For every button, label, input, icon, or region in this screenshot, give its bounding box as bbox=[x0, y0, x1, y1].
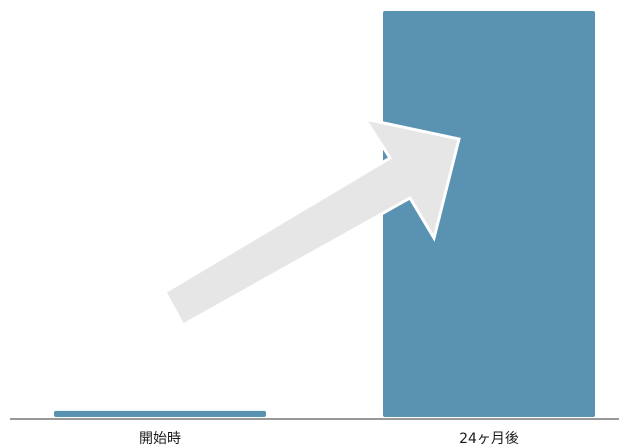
x-tick-labels: 開始時 24ヶ月後 bbox=[139, 431, 519, 447]
bar-2 bbox=[383, 11, 595, 417]
x-tick-label-1: 開始時 bbox=[139, 431, 181, 447]
growth-arrow-annotation bbox=[162, 116, 461, 328]
bar-1 bbox=[54, 410, 266, 417]
bars-group bbox=[54, 11, 595, 417]
x-tick-label-2: 24ヶ月後 bbox=[459, 431, 519, 447]
